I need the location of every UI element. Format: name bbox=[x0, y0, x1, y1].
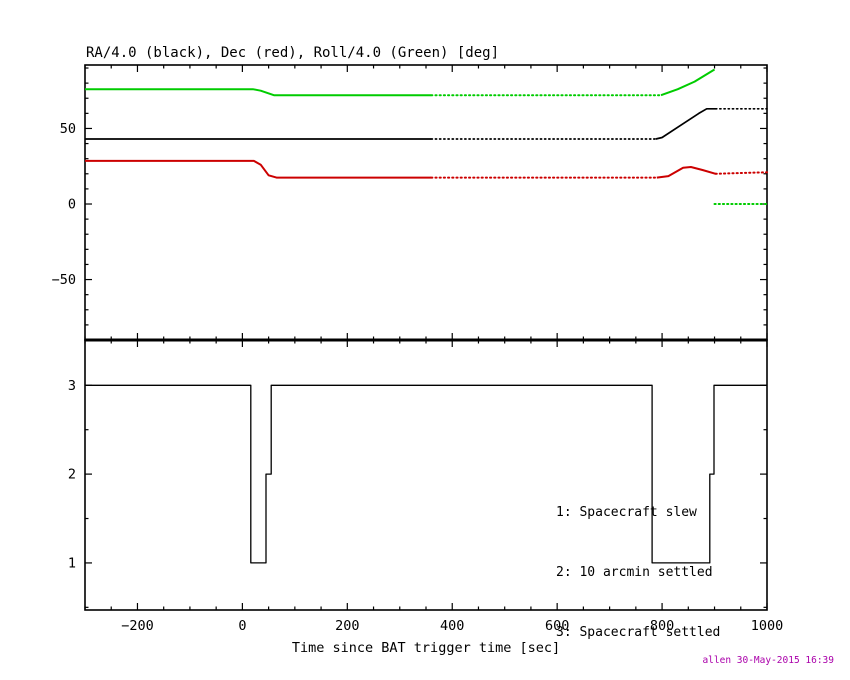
y-tick-label: 2 bbox=[68, 467, 76, 483]
series-settled-flag bbox=[85, 384, 767, 564]
series-roll-div4 bbox=[85, 88, 432, 97]
y-tick-label: 0 bbox=[68, 197, 76, 213]
x-tick-label: −200 bbox=[121, 618, 154, 634]
y-tick-label: 3 bbox=[68, 378, 76, 394]
x-tick-label: 0 bbox=[238, 618, 246, 634]
x-tick-label: 600 bbox=[545, 618, 569, 634]
ticks-attitude bbox=[84, 65, 768, 341]
panel-attitude: −50 0 50 bbox=[52, 64, 768, 341]
series-dec bbox=[656, 166, 716, 179]
x-tick-label: 200 bbox=[335, 618, 359, 634]
y-tick-label: −50 bbox=[52, 272, 76, 288]
y-tick-label: 50 bbox=[60, 121, 76, 137]
flag-legend: 1: Spacecraft slew 2: 10 arcmin settled … bbox=[556, 463, 720, 680]
x-tick-label: 1000 bbox=[751, 618, 784, 634]
legend-line-10arcmin: 2: 10 arcmin settled bbox=[556, 565, 713, 580]
series-ra-div4 bbox=[655, 107, 716, 140]
x-tick-label: 400 bbox=[440, 618, 464, 634]
x-tick-label: 800 bbox=[650, 618, 674, 634]
x-axis-label: Time since BAT trigger time [sec] bbox=[291, 640, 561, 656]
legend-line-slew: 1: Spacecraft slew bbox=[556, 505, 697, 520]
series-roll-div4 bbox=[660, 68, 716, 97]
y-tick-label: 1 bbox=[68, 555, 76, 571]
series-dec bbox=[85, 159, 432, 179]
credit-note: allen 30-May-2015 16:39 bbox=[702, 655, 834, 666]
chart-title: RA/4.0 (black), Dec (red), Roll/4.0 (Gre… bbox=[86, 45, 500, 61]
legend-line-settled: 3: Spacecraft settled bbox=[556, 625, 721, 640]
series-dec bbox=[714, 171, 768, 175]
panel-border-attitude bbox=[84, 64, 768, 341]
